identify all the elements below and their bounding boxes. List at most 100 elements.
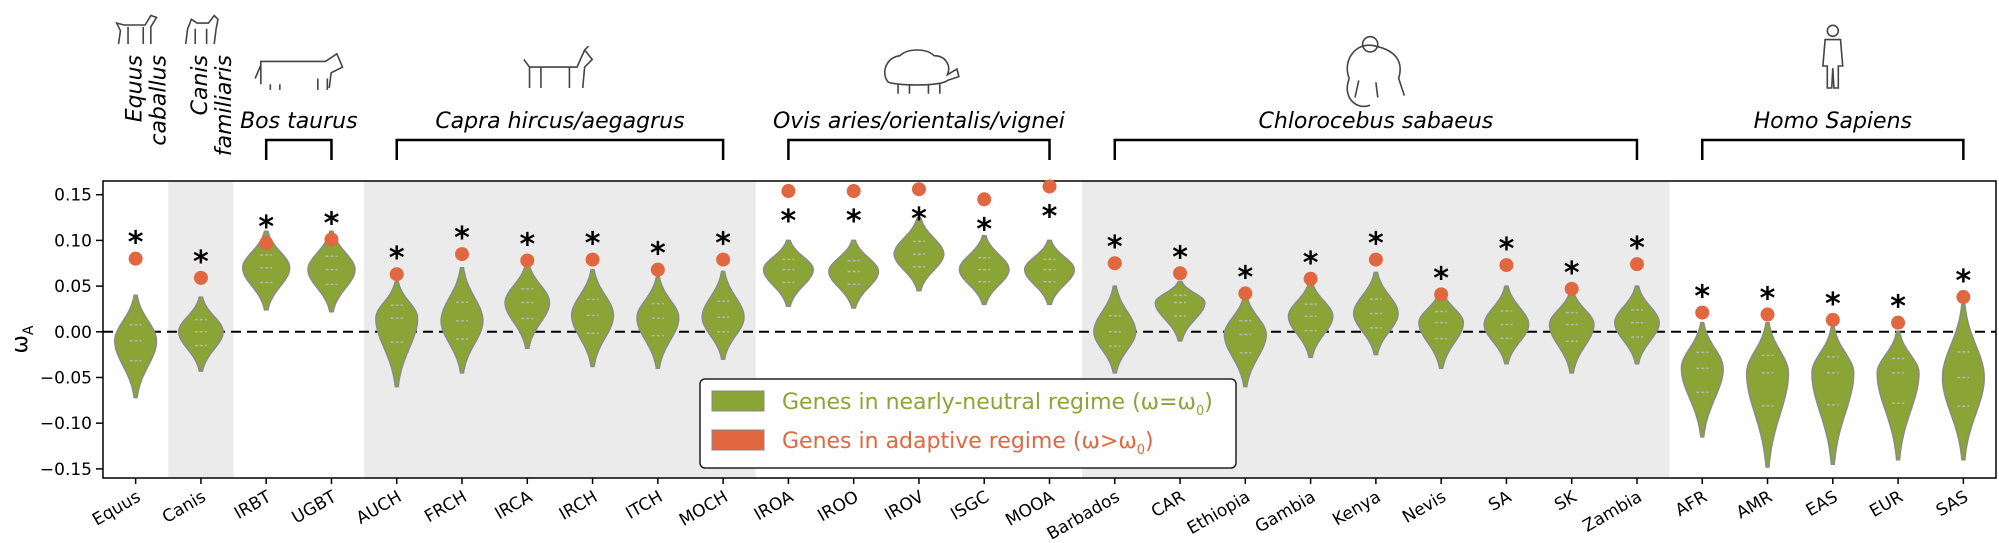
significance-star: * [585, 227, 601, 262]
significance-star: * [846, 204, 862, 239]
significance-star: * [128, 226, 144, 261]
adaptive-point-irca [520, 253, 535, 268]
adaptive-point-ugbt [324, 232, 339, 247]
adaptive-point-irov [911, 182, 926, 197]
species-headers: Equuscaballus Canisfamiliaris Bos taurus Ca… [115, 14, 1965, 160]
violin-series [114, 216, 1985, 468]
y-tick-label: −0.05 [40, 368, 92, 388]
significance-star: * [1890, 290, 1906, 325]
x-tick-label-irch: IRCH [556, 487, 601, 525]
violin-canis [177, 296, 224, 372]
horse-icon [115, 14, 158, 45]
significance-star: * [324, 206, 340, 241]
significance-star: * [1368, 227, 1384, 262]
violin-zambia [1614, 285, 1660, 365]
x-tick-label-zambia: Zambia [1580, 487, 1646, 537]
violin-amr [1745, 321, 1790, 468]
adaptive-point-ethiopia [1238, 286, 1253, 301]
x-tick-label-gambia: Gambia [1252, 487, 1319, 537]
significance-star: * [1499, 232, 1515, 267]
significance-star: * [1042, 199, 1058, 234]
goat-icon [523, 45, 594, 89]
violin-itch [636, 276, 680, 370]
x-tick-label-barbados: Barbados [1044, 487, 1124, 543]
legend-label-sub: 0 [1137, 443, 1145, 458]
significance-star: * [1956, 264, 1972, 299]
adaptive-point-mooa [1042, 179, 1057, 194]
dog-icon [184, 14, 219, 45]
legend-box [699, 378, 1237, 469]
significance-star: * [454, 221, 470, 256]
significance-star: * [1629, 231, 1645, 266]
violin-moch [701, 270, 745, 360]
monkey-icon-part [1361, 35, 1379, 53]
x-tick-label-irca: IRCA [492, 487, 537, 524]
violin-barbados [1093, 285, 1137, 374]
significance-star: * [976, 212, 992, 247]
adaptive-point-equus [128, 251, 143, 266]
legend-label-tail: ) [1204, 390, 1213, 415]
shade-capra-hircus-aegagrus [364, 181, 756, 478]
x-tick-label-iroo: IROO [814, 487, 862, 526]
violin-ugbt [307, 230, 356, 313]
violin-mooa [1023, 239, 1076, 306]
species-bracket-bos-taurus [264, 138, 333, 160]
species-label-line: familiaris [212, 55, 237, 156]
adaptive-point-afr [1695, 305, 1710, 320]
significance-star: * [911, 202, 927, 237]
significance-star: * [650, 237, 666, 272]
x-tick-label-eas: EAS [1803, 487, 1842, 521]
human-icon [1822, 24, 1844, 89]
cow-icon-part [254, 52, 344, 90]
violin-sk [1548, 289, 1595, 374]
x-tick-label-isgc: ISGC [947, 487, 992, 525]
adaptive-point-canis [193, 270, 208, 285]
adaptive-point-frch [455, 247, 470, 262]
violin-iroa [762, 239, 814, 307]
violin-auch [375, 280, 419, 388]
violin-eur [1876, 331, 1920, 461]
adaptive-point-isgc [977, 192, 992, 207]
x-tick-label-equus: Equus [89, 487, 144, 530]
x-tick-label-afr: AFR [1672, 487, 1711, 521]
adaptive-point-eas [1825, 312, 1840, 327]
significance-star: * [1760, 281, 1776, 316]
adaptive-point-car [1173, 266, 1188, 281]
x-tick-label-frch: FRCH [421, 487, 470, 527]
adaptive-point-zambia [1629, 257, 1644, 272]
y-tick-label: 0.15 [54, 186, 92, 206]
violin-afr [1680, 321, 1724, 438]
violin-gambia [1287, 280, 1334, 359]
adaptive-point-sa [1499, 258, 1514, 273]
violin-eas [1811, 326, 1855, 466]
sheep-icon-part [884, 49, 960, 94]
adaptive-point-auch [389, 267, 404, 282]
goat-icon-part [523, 45, 594, 89]
adaptive-point-moch [716, 252, 731, 267]
adaptive-point-nevis [1434, 287, 1449, 302]
horse-icon-part [115, 14, 158, 45]
species-label-ovis-aries-orientalis-vignei: Ovis aries/orientalis/vignei [773, 109, 1065, 134]
x-tick-label-sa: SA [1485, 487, 1515, 516]
x-tick-label-moch: MOCH [676, 487, 732, 531]
x-tick-label-auch: AUCH [353, 487, 405, 529]
adaptive-points: * * * * * * * * * * * * * * * * * * * * * * * * * * * * * [128, 179, 1972, 330]
y-tick-label: −0.15 [40, 460, 92, 480]
significance-star: * [1303, 246, 1319, 281]
y-tick-label: 0.05 [54, 277, 92, 297]
adaptive-point-amr [1760, 307, 1775, 322]
adaptive-point-irch [585, 252, 600, 267]
monkey-icon [1346, 35, 1406, 108]
significance-star: * [1237, 260, 1253, 295]
species-label-equus-caballus: Equuscaballus [123, 55, 172, 146]
violin-car [1154, 280, 1206, 342]
significance-star: * [1172, 240, 1188, 275]
human-icon-part [1822, 24, 1844, 89]
adaptive-point-irbt [259, 236, 274, 251]
adaptive-point-iroa [781, 184, 796, 199]
species-bracket-ovis-aries-orientalis-vignei [787, 138, 1051, 160]
x-tick-label-itch: ITCH [623, 487, 667, 524]
y-axis-label: ωA [8, 325, 37, 353]
monkey-icon-part [1346, 44, 1406, 108]
